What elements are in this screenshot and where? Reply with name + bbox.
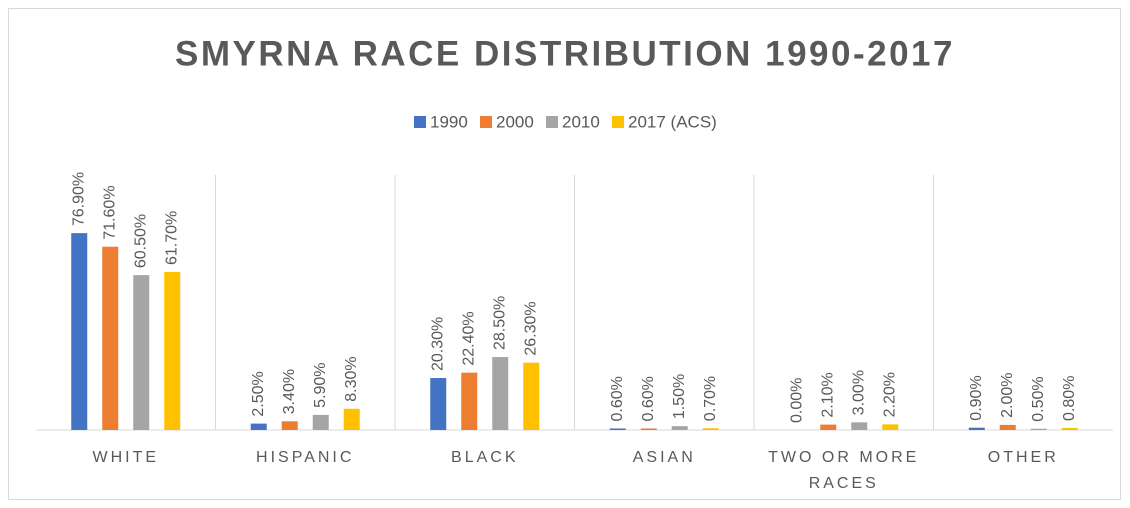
data-label: 26.30% <box>522 301 539 355</box>
x-tick-label: BLACK <box>451 449 519 466</box>
chart-title: SMYRNA RACE DISTRIBUTION 1990-2017 <box>175 34 955 73</box>
bar <box>133 275 150 430</box>
legend-label: 2017 (ACS) <box>628 112 717 131</box>
bar <box>343 408 360 430</box>
bar <box>609 428 626 430</box>
data-label: 1.50% <box>671 374 688 419</box>
bar <box>430 378 447 430</box>
data-label: 8.30% <box>343 356 360 401</box>
bar <box>820 424 837 430</box>
legend-swatch <box>612 116 624 128</box>
bar <box>461 372 478 430</box>
bar <box>523 362 540 430</box>
legend-swatch <box>414 116 426 128</box>
bar <box>640 428 657 430</box>
data-label: 0.00% <box>788 378 805 423</box>
legend-swatch <box>546 116 558 128</box>
data-label: 3.00% <box>850 370 867 415</box>
bar <box>882 424 899 430</box>
data-label: 2.20% <box>881 372 898 417</box>
x-tick-label: ASIAN <box>632 449 696 466</box>
bar <box>1030 428 1047 430</box>
chart-frame <box>8 8 1121 500</box>
x-tick-label: OTHER <box>987 449 1059 466</box>
x-tick-label: TWO OR MORE RACES <box>768 449 920 492</box>
data-label: 22.40% <box>460 311 477 365</box>
data-label: 0.60% <box>640 376 657 421</box>
bar <box>702 428 719 430</box>
data-label: 3.40% <box>281 369 298 414</box>
legend-label: 1990 <box>430 112 468 131</box>
data-label: 71.60% <box>101 185 118 239</box>
data-label: 0.80% <box>1061 376 1078 421</box>
legend-label: 2010 <box>562 112 600 131</box>
data-label: 20.30% <box>429 317 446 371</box>
data-label: 5.90% <box>312 363 329 408</box>
bar <box>281 421 298 430</box>
data-label: 76.90% <box>70 172 87 226</box>
bar <box>1061 427 1078 430</box>
data-label: 0.90% <box>968 375 985 420</box>
x-tick-label: WHITE <box>92 449 160 466</box>
data-label: 2.10% <box>819 372 836 417</box>
bar <box>968 427 985 430</box>
bar <box>851 422 868 430</box>
data-label: 0.70% <box>702 376 719 421</box>
legend-label: 2000 <box>496 112 534 131</box>
x-tick-label: HISPANIC <box>256 449 355 466</box>
data-label: 28.50% <box>491 296 508 350</box>
bar <box>102 246 119 430</box>
bar <box>71 233 88 430</box>
data-label: 2.00% <box>999 373 1016 418</box>
data-label: 60.50% <box>132 214 149 268</box>
bar <box>492 357 509 430</box>
bar <box>164 272 181 430</box>
bar <box>250 423 267 430</box>
data-label: 0.50% <box>1030 376 1047 421</box>
data-label: 0.60% <box>609 376 626 421</box>
bar <box>312 414 329 430</box>
data-label: 61.70% <box>163 211 180 265</box>
bar <box>999 424 1016 430</box>
bar <box>671 426 688 430</box>
legend-swatch <box>480 116 492 128</box>
data-label: 2.50% <box>250 371 267 416</box>
